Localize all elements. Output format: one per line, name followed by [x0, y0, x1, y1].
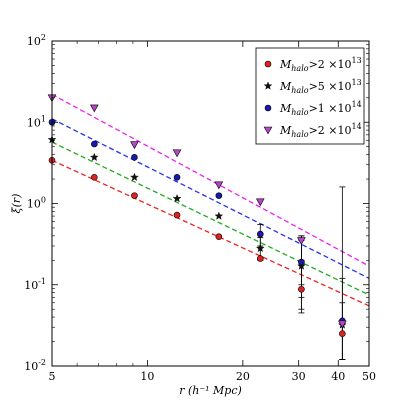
fit-line-1 — [51, 159, 370, 307]
data-point — [91, 174, 98, 181]
legend-item-1: Mhalo>2 ×1013 — [264, 56, 362, 73]
legend-marker — [264, 104, 272, 112]
data-point — [215, 233, 223, 241]
legend-item-4: Mhalo>2 ×1014 — [263, 122, 362, 139]
data-point — [214, 211, 224, 220]
data-markers — [47, 94, 347, 337]
data-point — [256, 255, 264, 262]
fit-line-3 — [51, 118, 370, 279]
x-tick-label: 5 — [49, 370, 56, 383]
y-tick-label: 10-2 — [24, 358, 46, 373]
data-point — [298, 258, 305, 266]
data-point — [256, 230, 264, 238]
legend-item-2: Mhalo>5 ×1013 — [263, 78, 362, 95]
series-1-points — [48, 157, 346, 337]
data-point — [214, 181, 224, 190]
data-point — [298, 285, 305, 293]
data-point — [297, 237, 306, 245]
data-point — [172, 149, 182, 158]
data-point — [297, 261, 306, 270]
data-point — [173, 211, 181, 219]
data-point — [90, 104, 99, 113]
data-point — [130, 141, 139, 150]
data-point — [173, 174, 181, 181]
data-point — [89, 152, 99, 162]
fit-line-4 — [51, 93, 370, 267]
y-tick-label: 102 — [27, 33, 46, 48]
legend-label: Mhalo>1 ×1014 — [279, 100, 362, 117]
legend-marker — [264, 60, 272, 68]
legend-label: Mhalo>2 ×1013 — [279, 56, 362, 73]
data-point — [338, 320, 347, 329]
axis-ticks — [51, 40, 370, 367]
data-point — [255, 243, 265, 253]
x-tick-label: 40 — [331, 370, 345, 383]
data-point — [91, 140, 98, 148]
data-point — [339, 330, 346, 337]
legend-label: Mhalo>5 ×1013 — [279, 78, 362, 95]
legend: Mhalo>2 ×1013 Mhalo>5 ×1013 Mhalo>1 ×1014 M… — [255, 47, 365, 145]
legend-marker — [263, 81, 273, 90]
legend-label: Mhalo>2 ×1014 — [279, 122, 362, 139]
x-tick-label: 30 — [292, 370, 306, 383]
y-tick-label: 101 — [27, 114, 46, 129]
data-point — [172, 194, 182, 203]
data-point — [131, 192, 138, 199]
legend-box — [255, 47, 365, 145]
data-point — [255, 198, 265, 207]
x-axis-label: r (h⁻¹ Mpc) — [179, 384, 242, 397]
legend-item-3: Mhalo>1 ×1014 — [264, 100, 362, 117]
x-tick-label: 20 — [236, 370, 250, 383]
data-point — [131, 154, 138, 161]
fit-lines — [51, 93, 370, 307]
data-point — [215, 192, 223, 199]
fit-line-2 — [51, 141, 370, 296]
y-axis-label: ξ(r) — [10, 194, 23, 214]
y-tick-label: 100 — [27, 196, 46, 211]
y-tick-label: 10-1 — [24, 277, 46, 292]
x-tick-label: 10 — [140, 370, 154, 383]
legend-marker — [263, 126, 273, 135]
data-point — [130, 172, 139, 182]
series-4-points — [47, 94, 347, 329]
axis-tick-labels: 10-2 10-1 100 101 102 5 10 20 30 40 50 — [24, 33, 376, 383]
x-tick-label: 50 — [362, 370, 376, 383]
